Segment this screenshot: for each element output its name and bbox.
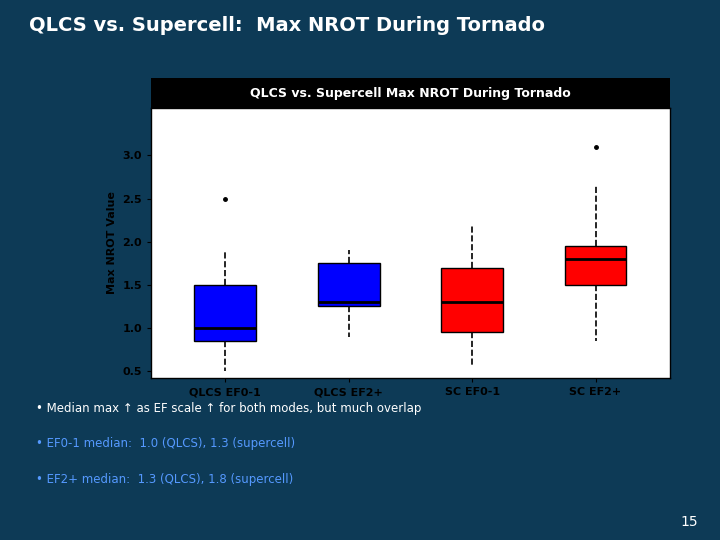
PathPatch shape [564, 246, 626, 285]
Y-axis label: Max NROT Value: Max NROT Value [107, 192, 117, 294]
Text: QLCS vs. Supercell Max NROT During Tornado: QLCS vs. Supercell Max NROT During Torna… [250, 86, 571, 100]
PathPatch shape [194, 285, 256, 341]
PathPatch shape [318, 264, 379, 306]
Text: • Median max ↑ as EF scale ↑ for both modes, but much overlap: • Median max ↑ as EF scale ↑ for both mo… [36, 402, 421, 415]
Text: QLCS vs. Supercell:  Max NROT During Tornado: QLCS vs. Supercell: Max NROT During Torn… [29, 16, 545, 35]
Text: • EF2+ median:  1.3 (QLCS), 1.8 (supercell): • EF2+ median: 1.3 (QLCS), 1.8 (supercel… [36, 472, 293, 485]
Text: • EF0-1 median:  1.0 (QLCS), 1.3 (supercell): • EF0-1 median: 1.0 (QLCS), 1.3 (superce… [36, 437, 295, 450]
PathPatch shape [441, 268, 503, 332]
Text: 15: 15 [681, 515, 698, 529]
